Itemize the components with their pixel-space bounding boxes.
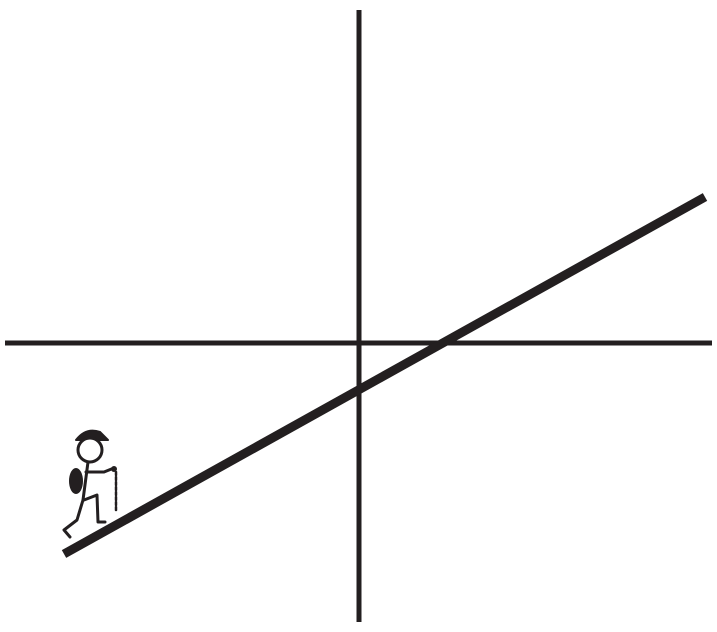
head-icon: [76, 436, 104, 464]
hand-icon: [111, 466, 117, 472]
back-leg-line: [62, 498, 85, 539]
front-leg-line: [82, 493, 107, 524]
arm-line: [84, 466, 116, 474]
sloped-line: [61, 193, 708, 558]
cap-icon: [75, 429, 109, 441]
torso-line: [81, 460, 90, 502]
hiker-figure-icon: [62, 429, 118, 539]
backpack-icon: [69, 468, 83, 494]
